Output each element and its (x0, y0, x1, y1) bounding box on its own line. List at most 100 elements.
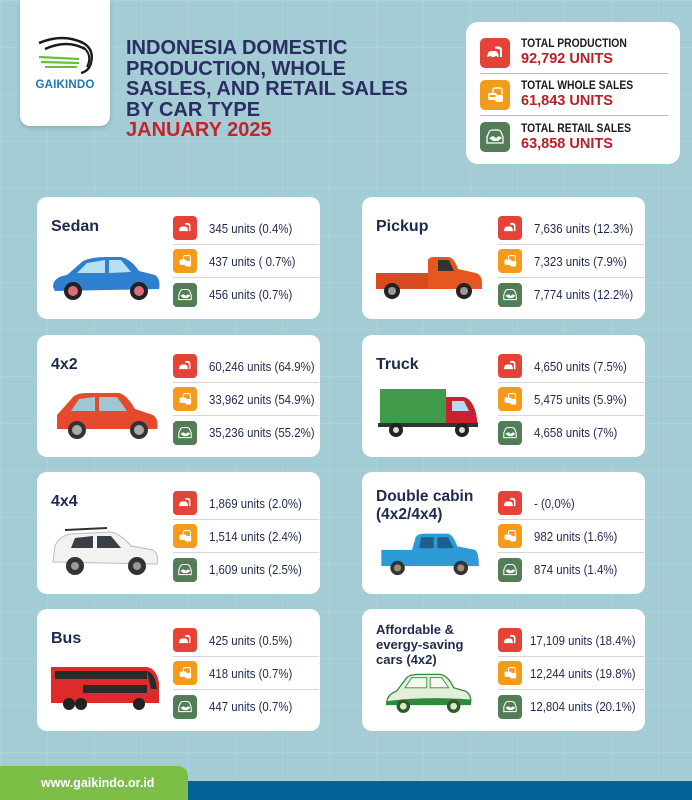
double-cabin-icon (381, 533, 479, 576)
stat-value: 33,962 units (54.9%) (209, 391, 315, 407)
total-wholesales: TOTAL WHOLE SALES 61,843 UNITS (480, 74, 668, 116)
logo-text: GAIKINDO (35, 79, 95, 91)
stat-retail: 12,804 units (20.1%) (498, 690, 644, 723)
card-bus: Bus 425 units (0.5%) 418 units (0.7%) 44… (37, 609, 320, 731)
card-stats: 7,636 units (12.3%) 7,323 units (7.9%) 7… (498, 212, 644, 311)
stat-production: 60,246 units (64.9%) (173, 350, 319, 383)
production-icon (498, 628, 522, 652)
stat-value: 874 units (1.4%) (534, 562, 618, 577)
stat-value: 447 units (0.7%) (209, 699, 293, 714)
card-title: Double cabin (4x2/4x4) (376, 488, 473, 524)
card-title: Pickup (376, 218, 429, 235)
stat-value: 418 units (0.7%) (209, 665, 293, 681)
card-pickup: Pickup 7,636 units (12.3%) 7,323 units (… (362, 197, 645, 319)
stat-production: 1,869 units (2.0%) (173, 487, 319, 520)
stat-retail: 874 units (1.4%) (498, 553, 644, 586)
wholesales-icon (498, 661, 522, 685)
production-icon (480, 37, 510, 68)
title-line: SASLES, AND RETAIL SALES (126, 78, 408, 100)
card-stats: 4,650 units (7.5%) 5,475 units (5.9%) 4,… (498, 350, 644, 449)
retail-sales-icon (173, 420, 197, 445)
total-value: 61,843 UNITS (521, 93, 613, 109)
total-label: TOTAL RETAIL SALES (521, 122, 632, 135)
card-stats: 17,109 units (18.4%) 12,244 units (19.8%… (498, 624, 644, 723)
lcgc-car-icon (385, 673, 472, 713)
totals-panel: TOTAL PRODUCTION 92,792 UNITS TOTAL WHOL… (466, 22, 680, 164)
stat-wholesales: 7,323 units (7.9%) (498, 245, 644, 278)
stat-value: 5,475 units (5.9%) (534, 391, 627, 407)
wholesales-icon (498, 387, 522, 411)
stat-value: 4,650 units (7.5%) (534, 358, 627, 374)
card-title: Bus (51, 630, 82, 647)
wholesales-icon (173, 524, 197, 548)
stat-retail: 35,236 units (55.2%) (173, 416, 319, 449)
card-title-line: Affordable & (376, 622, 454, 637)
stat-production: - (0,0%) (498, 487, 644, 520)
stat-production: 425 units (0.5%) (173, 624, 319, 657)
stat-wholesales: 1,514 units (2.4%) (173, 520, 319, 553)
footer-website-link[interactable]: www.gaikindo.or.id (0, 766, 188, 800)
bus-icon (51, 667, 159, 710)
wholesales-icon (173, 661, 197, 685)
card-title: 4x2 (51, 356, 78, 373)
production-icon (498, 354, 522, 378)
wholesales-icon (173, 387, 197, 411)
stat-value: 17,109 units (18.4%) (530, 632, 636, 648)
footer-bar (188, 781, 692, 800)
total-label: TOTAL PRODUCTION (521, 38, 627, 50)
retail-sales-icon (173, 282, 197, 307)
stat-production: 7,636 units (12.3%) (498, 212, 644, 245)
card-affordable-energy-saving: Affordable & evergy-saving cars (4x2) 17… (362, 609, 645, 731)
stat-retail: 4,658 units (7%) (498, 416, 644, 449)
stat-value: 1,869 units (2.0%) (209, 495, 302, 511)
gaikindo-logo: GAIKINDO (20, 0, 110, 126)
wholesales-icon (480, 79, 510, 110)
stat-value: 60,246 units (64.9%) (209, 358, 315, 374)
card-truck: Truck 4,650 units (7.5%) 5,475 units (5.… (362, 335, 645, 457)
total-value: 92,792 UNITS (521, 51, 613, 67)
stat-value: 7,774 units (12.2%) (534, 287, 634, 302)
retail-sales-icon (480, 122, 510, 152)
card-title-line: evergy-saving (376, 637, 464, 652)
total-retail: TOTAL RETAIL SALES 63,858 UNITS (480, 116, 668, 158)
card-stats: 1,869 units (2.0%) 1,514 units (2.4%) 1,… (173, 487, 319, 586)
retail-sales-icon (498, 420, 522, 445)
card-stats: - (0,0%) 982 units (1.6%) 874 units (1.4… (498, 487, 644, 586)
total-value: 63,858 UNITS (521, 135, 613, 152)
card-stats: 425 units (0.5%) 418 units (0.7%) 447 un… (173, 624, 319, 723)
total-production: TOTAL PRODUCTION 92,792 UNITS (480, 32, 668, 74)
stat-wholesales: 33,962 units (54.9%) (173, 383, 319, 416)
production-icon (173, 354, 197, 378)
production-icon (173, 491, 197, 515)
card-double-cabin: Double cabin (4x2/4x4) - (0,0%) 982 unit… (362, 472, 645, 594)
stat-retail: 7,774 units (12.2%) (498, 278, 644, 311)
retail-sales-icon (498, 282, 522, 307)
card-sedan: Sedan 345 units (0.4%) 437 units ( 0.7%)… (37, 197, 320, 319)
hatchback-icon (57, 393, 158, 439)
wholesales-icon (173, 249, 197, 273)
stat-retail: 456 units (0.7%) (173, 278, 319, 311)
production-icon (498, 216, 522, 240)
stat-wholesales: 5,475 units (5.9%) (498, 383, 644, 416)
wholesales-icon (498, 524, 522, 548)
stat-wholesales: 12,244 units (19.8%) (498, 657, 644, 690)
title-line: BY CAR TYPE (126, 98, 261, 121)
total-label: TOTAL WHOLE SALES (521, 80, 634, 92)
stat-value: 4,658 units (7%) (534, 425, 618, 440)
stat-retail: 1,609 units (2.5%) (173, 553, 319, 586)
retail-sales-icon (498, 694, 522, 719)
retail-sales-icon (498, 557, 522, 582)
suv-icon (52, 527, 158, 575)
production-icon (498, 491, 522, 515)
stat-wholesales: 982 units (1.6%) (498, 520, 644, 553)
stat-value: 7,636 units (12.3%) (534, 220, 634, 236)
stat-retail: 447 units (0.7%) (173, 690, 319, 723)
stat-production: 345 units (0.4%) (173, 212, 319, 245)
card-title: Truck (376, 356, 419, 373)
production-icon (173, 628, 197, 652)
card-title: Sedan (51, 218, 100, 235)
stat-value: 12,804 units (20.1%) (530, 699, 636, 714)
card-stats: 60,246 units (64.9%) 33,962 units (54.9%… (173, 350, 319, 449)
stat-value: 456 units (0.7%) (209, 287, 293, 302)
footer-url[interactable]: www.gaikindo.or.id (41, 776, 155, 790)
